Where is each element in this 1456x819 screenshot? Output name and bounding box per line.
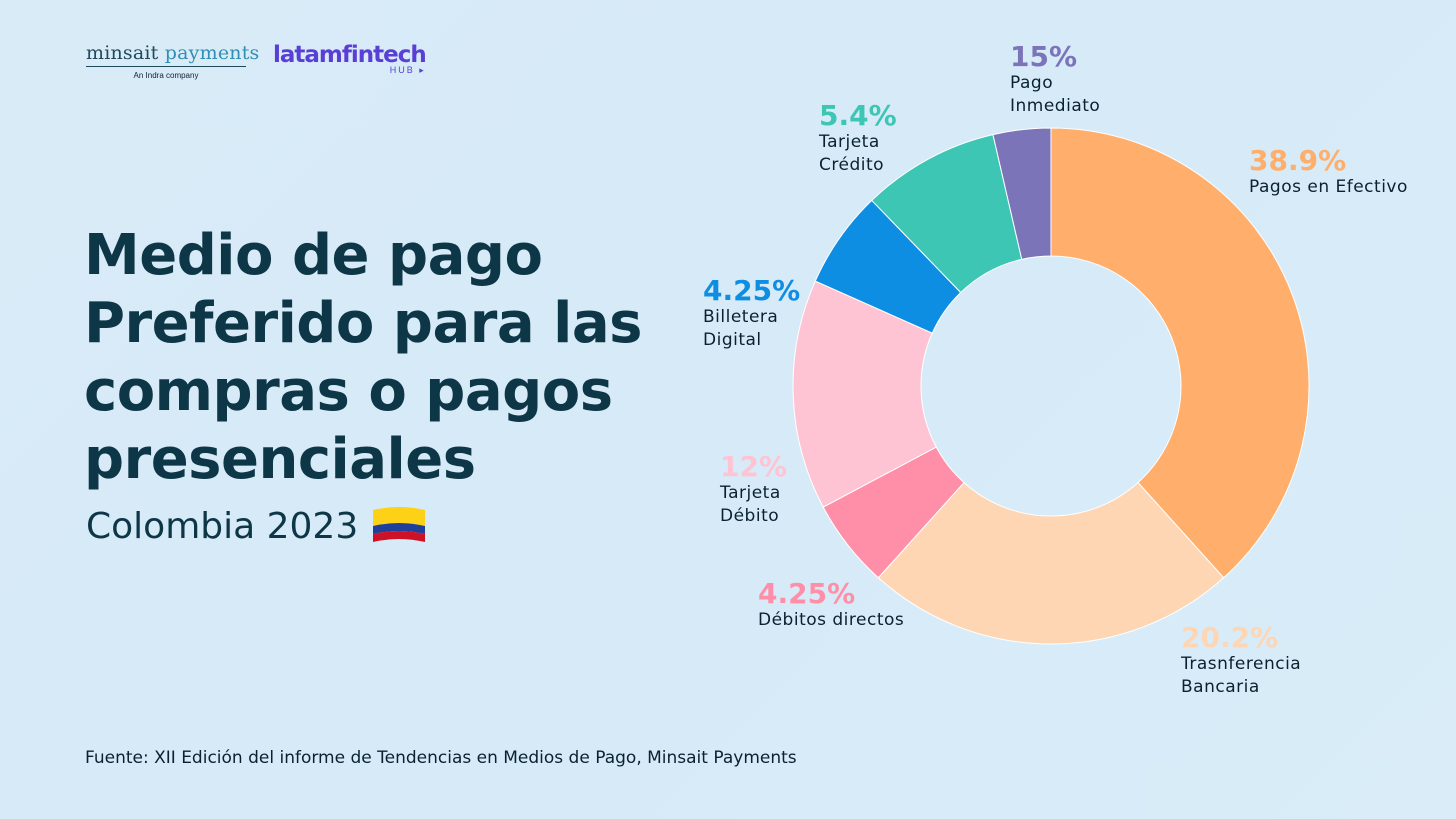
donut-slice-1 (877, 481, 1225, 645)
slice-percent-2: 4.25% (758, 577, 856, 610)
donut-slice-0 (1050, 127, 1310, 579)
slice-percent-3: 12% (720, 450, 788, 483)
donut-slice-3 (792, 280, 937, 508)
slice-label-4: 4.25% Billetera Digital (703, 276, 800, 352)
minsait-logo-payments: payments (164, 42, 260, 64)
minsait-logo-tagline: An Indra company (133, 71, 199, 80)
slice-label-6: 15% Pago Inmediato (1010, 42, 1100, 118)
slice-label-3: 12% Tarjeta Débito (720, 452, 787, 528)
slice-percent-6: 15% (1010, 40, 1078, 73)
slice-percent-4: 4.25% (703, 274, 801, 307)
source-footnote: Fuente: XII Edición del informe de Tende… (85, 748, 797, 768)
slice-name-0: Pagos en Efectivo (1249, 177, 1408, 197)
slice-percent-1: 20.2% (1181, 621, 1279, 654)
minsait-payments-logo: minsait payments An Indra company (86, 42, 259, 80)
chart-subtitle: Colombia 2023 (86, 506, 359, 547)
minsait-logo-word: minsait (86, 42, 159, 64)
latam-logo-hub: HUB ▸ (389, 65, 426, 75)
slice-label-5: 5.4% Tarjeta Crédito (819, 101, 897, 177)
slice-label-0: 38.9% Pagos en Efectivo (1249, 146, 1408, 199)
chart-title: Medio de pago Preferido para las compras… (84, 223, 642, 492)
donut-slice-6 (992, 127, 1052, 260)
latam-logo-word: latamfintech (273, 42, 427, 68)
slice-name-1: Trasnferencia Bancaria (1181, 654, 1302, 697)
slice-label-1: 20.2% Trasnferencia Bancaria (1181, 623, 1301, 699)
latamfintech-hub-logo: latamfintech HUB ▸ (273, 42, 427, 76)
slice-name-5: Tarjeta Crédito (819, 132, 885, 175)
slice-name-4: Billetera Digital (703, 307, 779, 350)
slice-name-6: Pago Inmediato (1010, 73, 1101, 116)
slice-name-3: Tarjeta Débito (720, 483, 781, 526)
slice-percent-0: 38.9% (1249, 144, 1347, 177)
slice-label-2: 4.25% Débitos directos (758, 579, 904, 632)
slice-percent-5: 5.4% (819, 99, 897, 132)
colombia-flag-icon (373, 507, 425, 542)
slice-name-2: Débitos directos (758, 610, 905, 630)
